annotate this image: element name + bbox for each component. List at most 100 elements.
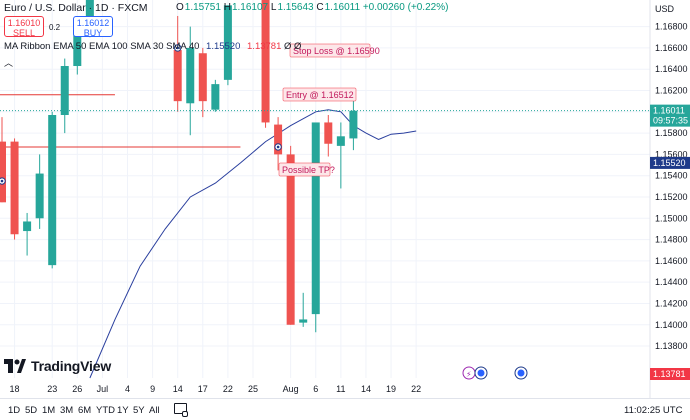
candle-body [60, 66, 69, 115]
candle [10, 138, 19, 240]
candle-body [299, 319, 308, 323]
candle-body [336, 136, 345, 146]
price-tick-label: 1.16200 [655, 86, 688, 96]
time-tick-label: 11 [336, 384, 345, 394]
indicator-value-3: Ø [284, 41, 292, 52]
low-price-value: 1.13781 [653, 369, 686, 379]
timeframe-5d[interactable]: 5D [25, 405, 38, 416]
ma-price-tag: 1.15520 [650, 156, 690, 169]
calendar-icon[interactable] [174, 403, 188, 417]
candle-body [173, 50, 182, 102]
price-tick-label: 1.15000 [655, 213, 688, 223]
timeframe-5y[interactable]: 5Y [133, 405, 145, 416]
change-value: +0.00260 (+0.22%) [362, 2, 449, 13]
possible-tp-annotation: Possible TP? [278, 162, 335, 177]
candle-body [223, 5, 232, 80]
time-tick-label: 22 [223, 384, 233, 394]
price-tick-label: 1.16400 [655, 64, 688, 74]
candle [0, 117, 6, 203]
time-tick-label: 17 [198, 384, 208, 394]
candle [211, 79, 220, 112]
indicator-legend[interactable]: MA Ribbon EMA 50 EMA 100 SMA 30 SMA 40 1… [4, 41, 301, 52]
candle-body [48, 114, 57, 266]
high-value: 1.16107 [231, 2, 269, 13]
price-chart[interactable]: Stop Loss @ 1.16590 Entry @ 1.16512 Poss… [0, 0, 690, 398]
timeframe-all[interactable]: All [149, 405, 160, 416]
indicator-value-4: Ø [294, 41, 302, 52]
candle-body [211, 84, 220, 110]
price-axis-ticks: 1.168001.166001.164001.162001.160001.158… [655, 22, 688, 351]
timeframe-1m[interactable]: 1M [42, 405, 56, 416]
candle [198, 47, 207, 118]
candle [311, 122, 320, 333]
buy-price: 1.16012 [76, 18, 110, 28]
candle-body [23, 221, 32, 232]
candle-body [35, 173, 44, 219]
candle-body [73, 26, 82, 67]
time-tick-label: 26 [72, 384, 82, 394]
low-value: 1.15643 [277, 2, 314, 13]
candle [186, 26, 195, 136]
time-tick-label: 18 [10, 384, 20, 394]
collapse-legend-icon[interactable]: ︿ [4, 58, 14, 68]
time-tick-label: 14 [173, 384, 183, 394]
time-tick-label: 14 [361, 384, 371, 394]
price-tick-label: 1.15800 [655, 128, 688, 138]
ma-price-value: 1.15520 [653, 158, 686, 168]
candle [48, 111, 57, 269]
candle [261, 0, 270, 128]
sell-price: 1.16010 [7, 18, 41, 28]
indicator-label: MA Ribbon EMA 50 EMA 100 SMA 30 SMA 40 [4, 41, 200, 52]
time-tick-label: 6 [313, 384, 318, 394]
timeframe-3m[interactable]: 3M [60, 405, 74, 416]
price-tick-label: 1.14400 [655, 277, 688, 287]
time-tick-label: 23 [47, 384, 57, 394]
candle-body [10, 141, 19, 235]
candle-body [85, 0, 94, 27]
symbol-title-text: Euro / U.S. Dollar · 1D · FXCM [4, 2, 148, 14]
tradingview-logo-icon [4, 359, 26, 373]
candle [35, 154, 44, 229]
price-tick-label: 1.14800 [655, 235, 688, 245]
sell-button[interactable]: 1.16010 SELL [4, 16, 44, 38]
candle-body [0, 141, 6, 203]
candle [60, 58, 69, 134]
possible-tp-text: Possible TP? [282, 165, 335, 175]
buy-button[interactable]: 1.16012 BUY [73, 16, 113, 38]
sell-label: SELL [12, 28, 36, 38]
candle [23, 212, 32, 256]
utc-clock[interactable]: 11:02:25 UTC [624, 405, 683, 416]
entry-text: Entry @ 1.16512 [286, 90, 354, 100]
time-tick-label: Aug [283, 384, 299, 394]
buy-label: BUY [83, 28, 103, 38]
candle-body [349, 110, 358, 139]
indicator-value-2: 1.13781 [247, 41, 282, 52]
candle [223, 5, 232, 86]
symbol-title[interactable]: Euro / U.S. Dollar · 1D · FXCM [4, 2, 148, 14]
candle [299, 292, 308, 327]
time-tick-label: 25 [248, 384, 258, 394]
countdown-value: 09:57:35 [653, 116, 688, 126]
candle [324, 114, 333, 157]
last-price-tag: 1.16011 09:57:35 [650, 104, 690, 127]
timeframe-1y[interactable]: 1Y [117, 405, 129, 416]
timeframe-1d[interactable]: 1D [8, 405, 21, 416]
price-tick-label: 1.14200 [655, 298, 688, 308]
price-tick-label: 1.16800 [655, 22, 688, 32]
candle-body [324, 122, 333, 144]
entry-annotation: Entry @ 1.16512 [282, 87, 357, 102]
price-tick-label: 1.13800 [655, 341, 688, 351]
timeframe-6m[interactable]: 6M [78, 405, 92, 416]
price-tick-label: 1.16600 [655, 43, 688, 53]
close-value: 1.16011 [324, 2, 361, 13]
trade-marker-dot [0, 179, 4, 183]
price-tick-label: 1.14600 [655, 256, 688, 266]
candle-body [261, 0, 270, 123]
currency-label: USD [655, 4, 675, 14]
time-tick-label: 9 [150, 384, 155, 394]
trade-marker-dot [276, 145, 280, 149]
candle-body [311, 122, 320, 315]
timeframe-ytd[interactable]: YTD [96, 405, 115, 416]
tradingview-logo-text: TradingView [31, 358, 112, 374]
time-axis-ticks: 18 23 26 Jul 4 9 14 17 22 25 Aug 6 11 14 19 22 [10, 384, 422, 394]
